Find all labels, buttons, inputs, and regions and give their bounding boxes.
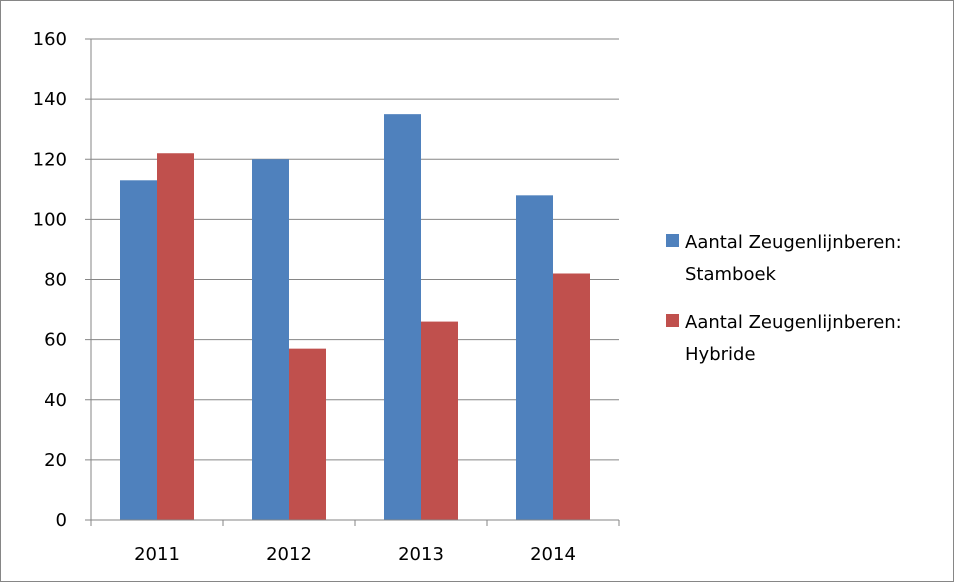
y-tick-label: 0 [56, 510, 67, 531]
bar-2011-series-2 [157, 153, 194, 520]
legend-label-series-1: Aantal Zeugenlijnberen: [685, 232, 902, 253]
x-tick-label: 2011 [134, 544, 180, 565]
y-tick-labels: 0 20 40 60 80 100 120 140 160 [33, 29, 67, 531]
y-tick-label: 160 [33, 29, 67, 50]
legend-label-series-2: Hybride [685, 344, 756, 365]
y-tick-label: 40 [44, 390, 67, 411]
bar-2013-series-2 [421, 322, 458, 520]
bar-2014-series-2 [553, 273, 590, 520]
y-tick-label: 60 [44, 330, 67, 351]
bar-2014-series-1 [516, 195, 553, 520]
y-tick-label: 100 [33, 209, 67, 230]
legend-label-series-1: Stamboek [685, 264, 777, 285]
x-tick-label: 2012 [266, 544, 312, 565]
legend: Aantal Zeugenlijnberen: Stamboek Aantal Ze… [666, 232, 902, 365]
x-tick-label: 2013 [398, 544, 444, 565]
y-tick-label: 20 [44, 450, 67, 471]
y-tick-label: 140 [33, 89, 67, 110]
bars [120, 114, 590, 520]
bar-2011-series-1 [120, 180, 157, 520]
bar-2012-series-2 [289, 349, 326, 520]
x-tick-labels: 2011 2012 2013 2014 [134, 544, 576, 565]
legend-label-series-2: Aantal Zeugenlijnberen: [685, 312, 902, 333]
y-tick-label: 80 [44, 270, 67, 291]
bar-2012-series-1 [252, 159, 289, 520]
legend-swatch-series-2 [666, 314, 679, 327]
y-tick-label: 120 [33, 149, 67, 170]
legend-swatch-series-1 [666, 234, 679, 247]
bar-2013-series-1 [384, 114, 421, 520]
x-tick-label: 2014 [530, 544, 576, 565]
